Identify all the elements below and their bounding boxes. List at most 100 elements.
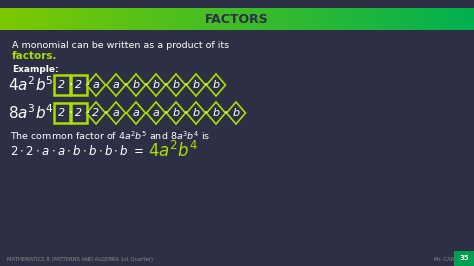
Bar: [44, 8, 48, 30]
Bar: [359, 8, 365, 30]
Bar: [308, 8, 313, 30]
Text: a: a: [133, 108, 139, 118]
Bar: [284, 8, 289, 30]
Bar: [99, 8, 104, 30]
Bar: [118, 8, 123, 30]
Bar: [237, 8, 242, 30]
Bar: [91, 8, 96, 30]
Bar: [193, 8, 199, 30]
Polygon shape: [107, 102, 126, 124]
Bar: [395, 8, 400, 30]
Bar: [54, 75, 70, 95]
Bar: [87, 8, 92, 30]
Bar: [454, 8, 459, 30]
Text: The common factor of $4a^2b^5$ and $8a^3b^4$ is: The common factor of $4a^2b^5$ and $8a^3…: [10, 130, 210, 142]
Bar: [407, 8, 412, 30]
Bar: [264, 8, 270, 30]
Bar: [430, 8, 436, 30]
Polygon shape: [107, 74, 126, 96]
Text: ·: ·: [184, 78, 188, 92]
Polygon shape: [166, 74, 185, 96]
Text: 2: 2: [75, 80, 82, 90]
Bar: [442, 8, 447, 30]
Bar: [462, 8, 467, 30]
Bar: [47, 8, 52, 30]
Bar: [300, 8, 305, 30]
Bar: [356, 8, 360, 30]
Bar: [427, 8, 431, 30]
Bar: [150, 8, 155, 30]
Bar: [4, 8, 9, 30]
Bar: [367, 8, 372, 30]
Text: $8a^3b^4$: $8a^3b^4$: [8, 104, 54, 122]
Bar: [292, 8, 297, 30]
Text: b: b: [192, 108, 200, 118]
Text: $=$: $=$: [50, 106, 65, 120]
Bar: [288, 8, 293, 30]
Bar: [71, 103, 87, 123]
Text: A monomial can be written as a product of its: A monomial can be written as a product o…: [12, 40, 229, 49]
Bar: [16, 8, 21, 30]
Bar: [55, 8, 60, 30]
Text: a: a: [153, 108, 159, 118]
Bar: [276, 8, 282, 30]
Bar: [32, 8, 36, 30]
Polygon shape: [146, 102, 165, 124]
Bar: [122, 8, 128, 30]
Bar: [166, 8, 171, 30]
Bar: [435, 8, 439, 30]
Bar: [71, 8, 76, 30]
Bar: [447, 8, 451, 30]
Bar: [438, 8, 443, 30]
Text: a: a: [92, 80, 100, 90]
Bar: [198, 8, 202, 30]
Bar: [8, 8, 13, 30]
Text: 2: 2: [75, 108, 82, 118]
Bar: [63, 8, 68, 30]
Bar: [67, 8, 72, 30]
Bar: [201, 8, 206, 30]
Bar: [182, 8, 187, 30]
Text: $=$: $=$: [50, 78, 65, 92]
Text: Example:: Example:: [12, 65, 59, 74]
Text: b: b: [153, 80, 160, 90]
Bar: [103, 8, 108, 30]
Bar: [229, 8, 234, 30]
Bar: [423, 8, 428, 30]
Bar: [364, 8, 368, 30]
Polygon shape: [127, 74, 146, 96]
Bar: [320, 8, 325, 30]
Text: 2: 2: [58, 108, 65, 118]
Bar: [83, 8, 88, 30]
Bar: [411, 8, 416, 30]
Bar: [51, 8, 56, 30]
Bar: [225, 8, 230, 30]
Bar: [107, 8, 111, 30]
Bar: [466, 8, 471, 30]
Text: ·: ·: [124, 78, 128, 92]
Polygon shape: [146, 74, 165, 96]
Text: Mr. CARLO JUSTINO J. LUNA: Mr. CARLO JUSTINO J. LUNA: [434, 256, 474, 261]
Bar: [221, 8, 226, 30]
Bar: [347, 8, 353, 30]
Bar: [273, 8, 277, 30]
Bar: [190, 8, 194, 30]
Text: ·: ·: [184, 106, 188, 120]
Text: ·: ·: [144, 78, 148, 92]
Bar: [233, 8, 238, 30]
Bar: [95, 8, 100, 30]
Bar: [154, 8, 159, 30]
Bar: [39, 8, 45, 30]
Bar: [146, 8, 151, 30]
Text: a: a: [112, 80, 119, 90]
Bar: [458, 8, 463, 30]
Text: ·: ·: [85, 78, 90, 92]
Bar: [316, 8, 321, 30]
Text: 2: 2: [58, 80, 65, 90]
Polygon shape: [227, 102, 246, 124]
Text: ·: ·: [204, 78, 208, 92]
Bar: [391, 8, 396, 30]
Bar: [415, 8, 419, 30]
Text: ·: ·: [85, 106, 90, 120]
Text: 2: 2: [92, 108, 100, 118]
